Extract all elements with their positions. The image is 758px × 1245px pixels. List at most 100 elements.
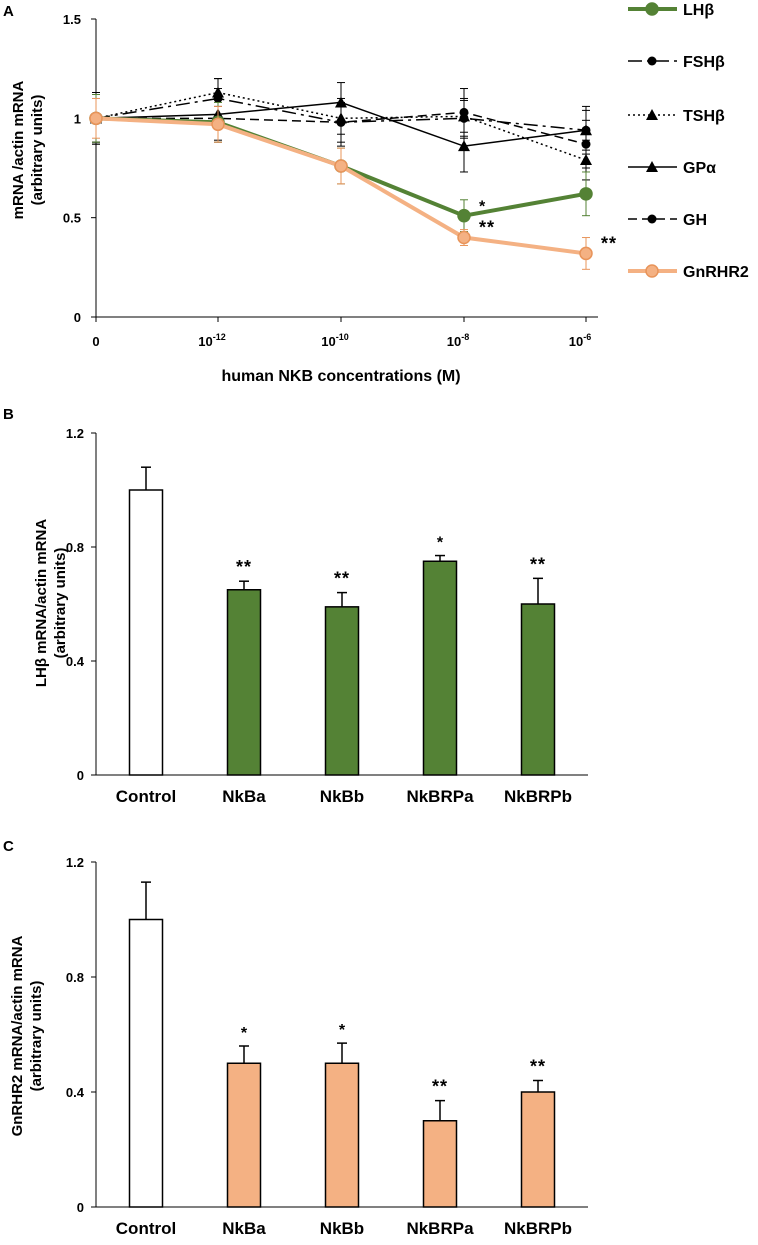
x-tick-exponent: -8 <box>461 332 469 342</box>
bar-NkBb <box>324 606 360 776</box>
x-tick-base: 10 <box>321 334 335 349</box>
x-tick-base: 10 <box>198 334 212 349</box>
bar-NkBRPa <box>422 560 458 776</box>
data-point <box>336 117 346 127</box>
significance-mark: * <box>479 199 486 216</box>
panel-b-plot: 0 0.4 0.8 1.2 Control NkBa ** NkBb ** NkBRPa * NkBR… <box>66 426 588 806</box>
legend-label: GPα <box>683 160 716 177</box>
panel-c-ylabel-line1: GnRHR2 mRNA/actin mRNA <box>9 935 26 1136</box>
legend-marker <box>647 56 657 66</box>
x-tick-label: 10-8 <box>447 332 469 349</box>
x-tick-label: 10-12 <box>198 332 225 349</box>
legend-marker <box>645 264 659 278</box>
panel-a-ylabel-line1: mRNA /actin mRNA <box>10 81 27 220</box>
legend-label: TSHβ <box>683 108 725 125</box>
panel-a-plot: 00.511.50 10-12 10-10 10-8 10-6***** <box>63 12 617 349</box>
panel-b-ylabel-line2: (arbitrary units) <box>52 548 69 659</box>
y-tick-label: 0 <box>77 1200 84 1215</box>
legend-marker <box>646 109 658 120</box>
y-tick-label: 1.2 <box>66 426 84 441</box>
x-tick-label: 10-10 <box>321 332 348 349</box>
significance-mark: ** <box>530 554 546 574</box>
data-point <box>579 187 593 201</box>
x-tick-exponent: -10 <box>336 332 349 342</box>
panel-c: C GnRHR2 mRNA/actin mRNA (arbitrary unit… <box>3 838 588 1238</box>
data-point <box>579 246 593 261</box>
y-tick-label: 0 <box>74 310 81 325</box>
y-tick-label: 1.2 <box>66 855 84 870</box>
y-tick-label: 1 <box>74 111 81 126</box>
x-category-label: NkBRPa <box>406 787 474 806</box>
significance-mark: * <box>339 1022 346 1039</box>
legend-label: FSHβ <box>683 54 725 71</box>
x-category-label: Control <box>116 787 176 806</box>
series-GnRHR2: ** ** <box>89 97 617 270</box>
panel-a-ylabel-line2: (arbitrary units) <box>29 95 46 206</box>
legend-marker <box>646 161 658 172</box>
bar-NkBa <box>226 1062 262 1208</box>
significance-mark: ** <box>334 569 350 589</box>
bar-Control <box>128 489 164 776</box>
legend-item-TSHβ: TSHβ <box>628 108 725 125</box>
bar-NkBRPb <box>520 603 556 776</box>
bar-NkBa <box>226 589 262 776</box>
bar-NkBRPb <box>520 1091 556 1208</box>
panel-c-label: C <box>3 838 14 855</box>
significance-mark: ** <box>479 218 495 238</box>
x-tick-base: 10 <box>569 334 583 349</box>
legend-marker <box>645 2 659 16</box>
bar-NkBb <box>324 1062 360 1208</box>
bar-Control <box>128 918 164 1208</box>
legend-item-LHβ: LHβ <box>628 2 714 19</box>
data-point <box>457 230 471 245</box>
x-tick-label: 10-6 <box>569 332 591 349</box>
panel-b-ylabel-line1: LHβ mRNA/actin mRNA <box>33 519 50 688</box>
legend-item-FSHβ: FSHβ <box>628 54 725 71</box>
y-tick-label: 0.8 <box>66 970 84 985</box>
panel-b: B LHβ mRNA/actin mRNA (arbitrary units) … <box>3 406 588 806</box>
x-tick-base: 0 <box>92 334 99 349</box>
significance-mark: * <box>241 1025 248 1042</box>
x-tick-exponent: -12 <box>213 332 226 342</box>
y-tick-label: 0 <box>77 768 84 783</box>
legend-label: LHβ <box>683 2 714 19</box>
panel-a-legend: LHβ FSHβ TSHβ GPα GH GnRHR2 <box>628 2 749 281</box>
panel-c-plot: 0 0.4 0.8 1.2 Control NkBa * NkBb * NkBRPa ** NkBRP… <box>66 855 588 1238</box>
x-category-label: NkBb <box>320 1219 364 1238</box>
significance-mark: ** <box>236 557 252 577</box>
y-tick-label: 0.5 <box>63 211 81 226</box>
bar-NkBRPa <box>422 1120 458 1208</box>
x-category-label: NkBRPb <box>504 1219 572 1238</box>
data-point <box>459 107 469 117</box>
x-category-label: NkBa <box>222 1219 266 1238</box>
x-tick-label: 0 <box>92 334 99 349</box>
y-tick-label: 0.4 <box>66 654 85 669</box>
x-tick-base: 10 <box>447 334 461 349</box>
panel-a-xlabel: human NKB concentrations (M) <box>221 368 460 385</box>
x-category-label: NkBRPb <box>504 787 572 806</box>
legend-label: GnRHR2 <box>683 264 749 281</box>
legend-item-GH: GH <box>628 212 707 229</box>
panel-a: A mRNA /actin mRNA (arbitrary units) hum… <box>3 2 749 385</box>
x-category-label: NkBRPa <box>406 1219 474 1238</box>
panel-c-ylabel-line2: (arbitrary units) <box>28 981 45 1092</box>
panel-a-label: A <box>3 3 14 20</box>
x-tick-exponent: -6 <box>583 332 591 342</box>
y-tick-label: 0.8 <box>66 540 84 555</box>
legend-label: GH <box>683 212 707 229</box>
data-point <box>457 208 471 223</box>
significance-mark: ** <box>530 1057 546 1077</box>
data-point <box>334 159 348 173</box>
y-tick-label: 1.5 <box>63 12 81 27</box>
significance-mark: * <box>437 535 444 552</box>
significance-mark: ** <box>432 1077 448 1097</box>
legend-marker <box>647 214 657 224</box>
x-category-label: NkBa <box>222 787 266 806</box>
panel-b-label: B <box>3 406 14 423</box>
series-GH <box>91 88 591 169</box>
data-point <box>89 111 103 126</box>
significance-mark: ** <box>601 233 617 253</box>
data-point <box>458 140 470 152</box>
y-tick-label: 0.4 <box>66 1085 85 1100</box>
